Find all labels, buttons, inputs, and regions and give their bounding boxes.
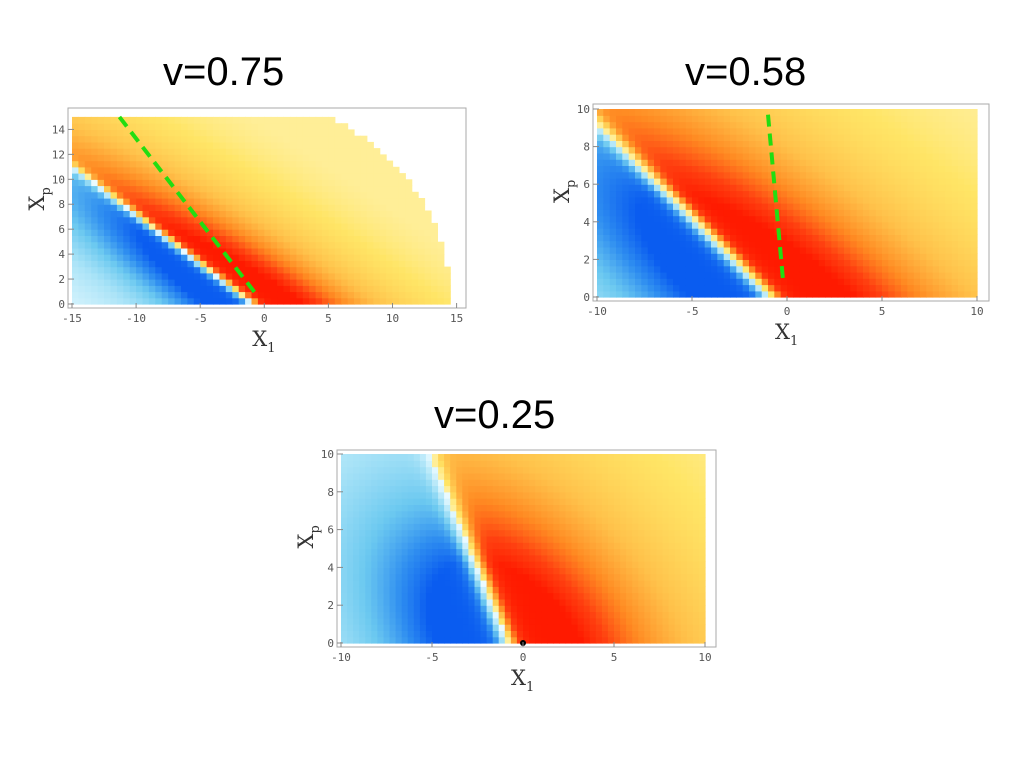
y-tick-label: 2 xyxy=(583,253,590,266)
x-tick-label: -5 xyxy=(194,312,207,325)
y-tick-label: 2 xyxy=(327,599,334,612)
x-tick-label: -10 xyxy=(126,312,146,325)
x-ticks: -10 -5 0 5 10 xyxy=(587,296,984,318)
y-axis-label: Xp xyxy=(25,187,54,210)
y-tick-label: 0 xyxy=(327,637,334,650)
y-tick-label: 0 xyxy=(58,298,65,311)
x-tick-label: 10 xyxy=(970,305,983,318)
x-tick-label: 5 xyxy=(325,312,332,325)
y-tick-label: 6 xyxy=(58,223,65,236)
x-tick-label: 5 xyxy=(879,305,886,318)
x-axis-label: X1 xyxy=(252,327,275,356)
x-axis-label: X1 xyxy=(511,666,534,695)
x-tick-label: 0 xyxy=(784,305,791,318)
x-ticks: -10 -5 0 5 10 xyxy=(331,642,712,664)
panel-title-2: v=0.58 xyxy=(685,50,807,94)
y-tick-label: 10 xyxy=(577,103,590,116)
y-tick-label: 4 xyxy=(327,561,334,574)
axes-box xyxy=(67,107,467,309)
plot-frame xyxy=(67,107,467,309)
y-tick-label: 0 xyxy=(583,291,590,304)
x-tick-label: -10 xyxy=(587,305,607,318)
y-tick-label: 10 xyxy=(52,173,65,186)
y-tick-label: 8 xyxy=(583,141,590,154)
x-tick-label: -10 xyxy=(331,651,351,664)
x-tick-label: -5 xyxy=(425,651,438,664)
x-tick-label: 15 xyxy=(450,312,463,325)
y-axis-label: Xp xyxy=(294,525,323,548)
y-tick-label: 6 xyxy=(327,524,334,537)
contour-field xyxy=(341,454,706,644)
y-tick-label: 14 xyxy=(52,123,66,136)
y-tick-label: 10 xyxy=(321,448,334,461)
x-tick-label: -15 xyxy=(62,312,82,325)
plot-frame xyxy=(592,103,990,302)
contour-field xyxy=(72,116,451,305)
x-ticks: -15 -10 -5 0 5 10 15 xyxy=(62,303,463,325)
y-tick-label: 8 xyxy=(58,198,65,211)
x-tick-label: 10 xyxy=(698,651,711,664)
y-tick-label: 4 xyxy=(583,216,590,229)
x-tick-label: 0 xyxy=(261,312,268,325)
y-tick-label: 4 xyxy=(58,248,65,261)
plot-overlay xyxy=(766,114,786,283)
y-ticks: 0 2 4 6 8 10 12 14 xyxy=(52,123,74,311)
axes-box xyxy=(592,103,990,302)
plot-frame xyxy=(336,449,717,648)
x-tick-label: 5 xyxy=(611,651,618,664)
y-axis-label: Xp xyxy=(550,180,579,203)
y-ticks: 0 2 4 6 8 10 xyxy=(321,448,343,650)
dashed-line xyxy=(766,114,786,283)
contour-field xyxy=(597,109,978,298)
x-tick-label: 0 xyxy=(520,651,527,664)
x-tick-label: 10 xyxy=(386,312,399,325)
axes-box xyxy=(336,449,717,648)
y-tick-label: 8 xyxy=(327,486,334,499)
y-tick-label: 6 xyxy=(583,178,590,191)
y-tick-label: 2 xyxy=(58,273,65,286)
panel-title-1: v=0.75 xyxy=(163,50,285,94)
x-tick-label: -5 xyxy=(685,305,698,318)
y-tick-label: 12 xyxy=(52,148,65,161)
x-axis-label: X1 xyxy=(775,320,798,349)
y-ticks: 0 2 4 6 8 10 xyxy=(577,103,599,304)
panel-title-3: v=0.25 xyxy=(434,393,556,437)
